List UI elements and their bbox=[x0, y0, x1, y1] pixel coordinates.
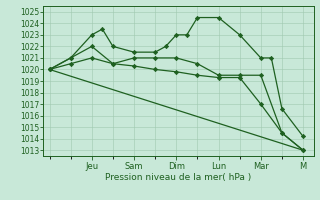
X-axis label: Pression niveau de la mer( hPa ): Pression niveau de la mer( hPa ) bbox=[105, 173, 252, 182]
